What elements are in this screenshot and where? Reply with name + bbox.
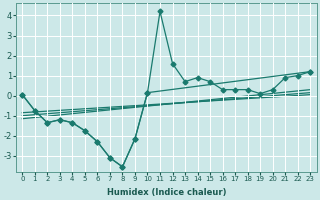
X-axis label: Humidex (Indice chaleur): Humidex (Indice chaleur) [107, 188, 226, 197]
